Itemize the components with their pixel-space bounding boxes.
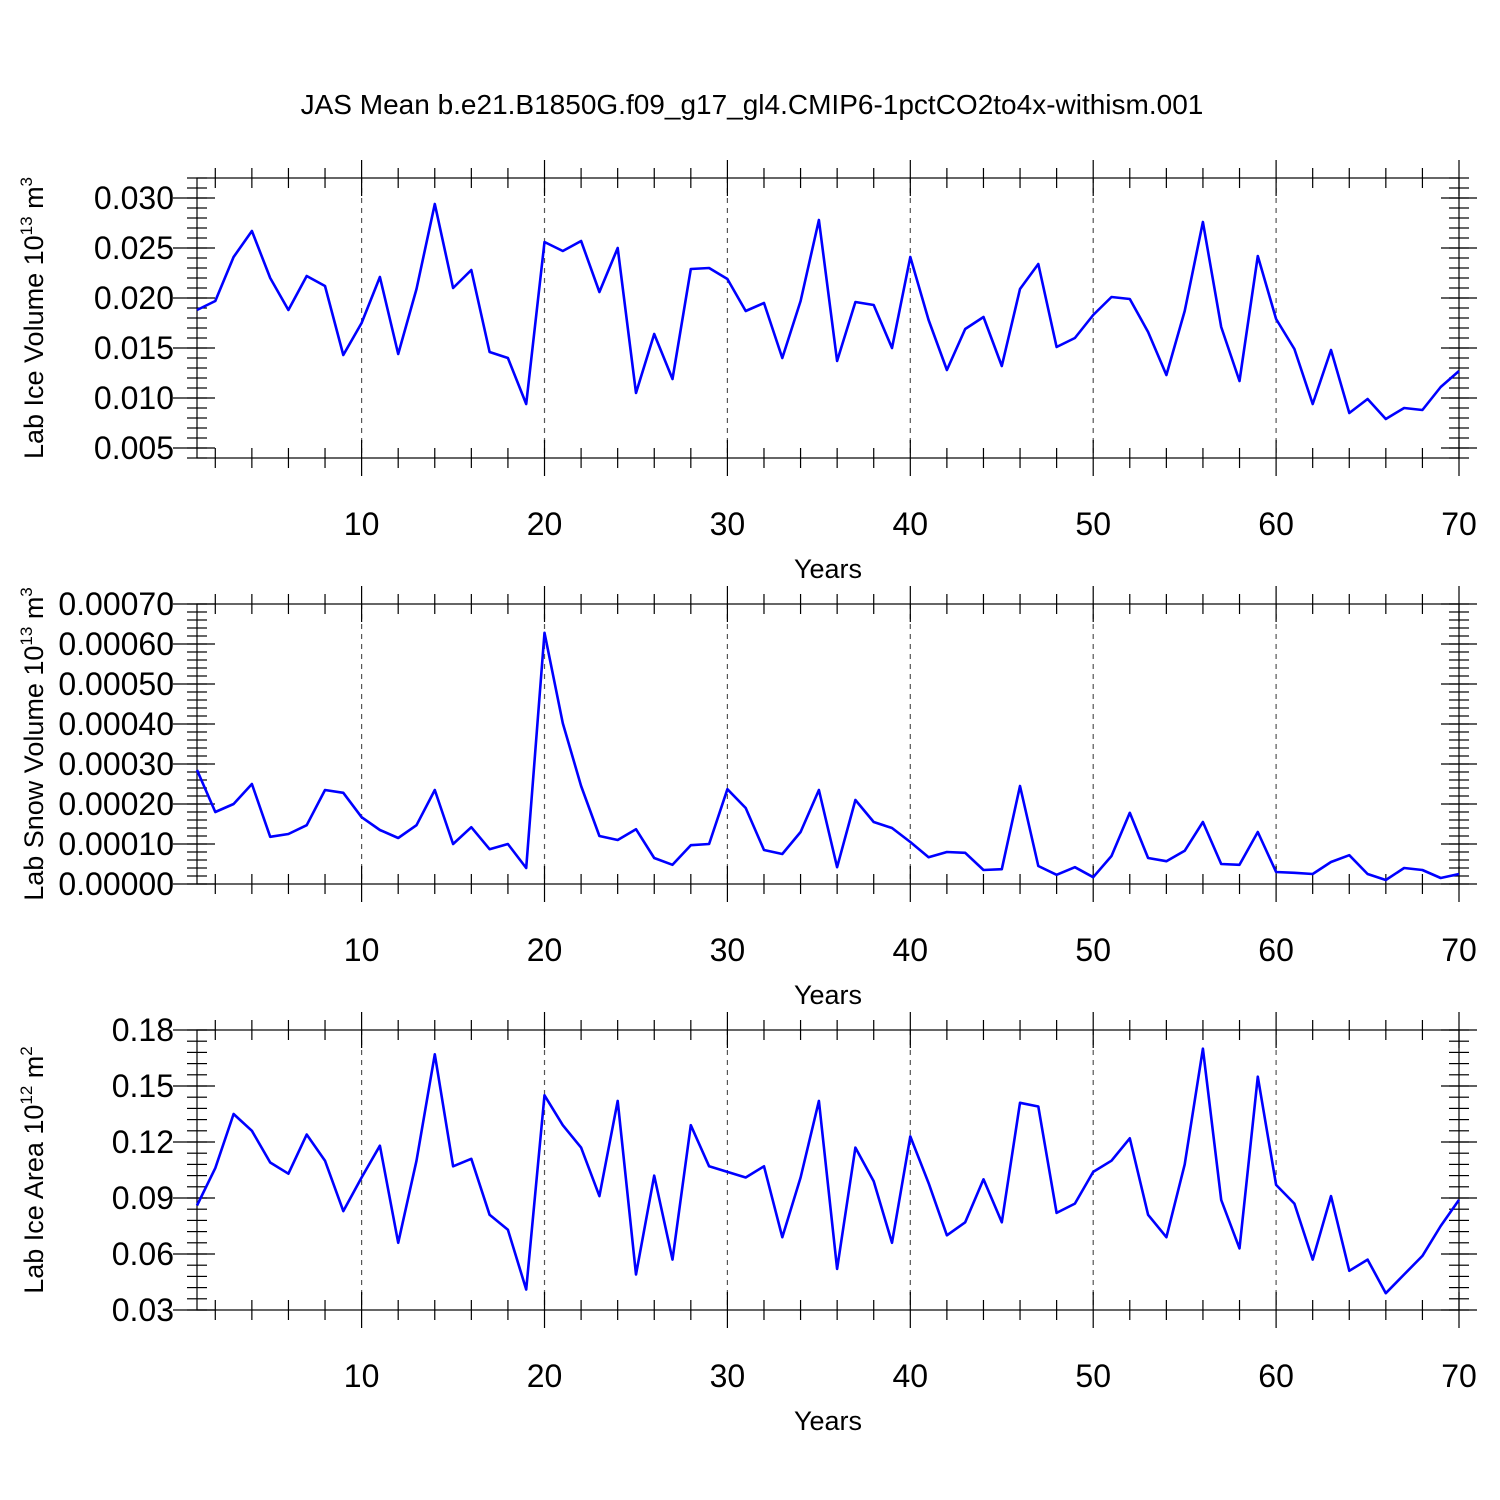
y-axis-label: Lab Ice Volume 1013 m3 — [17, 177, 49, 459]
y-axis-label-unit-exponent: 2 — [17, 1046, 36, 1055]
x-tick-label: 60 — [1258, 1358, 1294, 1394]
y-tick-label: 0.12 — [112, 1124, 174, 1160]
x-tick-label: 50 — [1075, 506, 1111, 542]
x-tick-label: 30 — [710, 1358, 746, 1394]
x-tick-label: 70 — [1441, 506, 1477, 542]
y-tick-label: 0.00050 — [58, 666, 174, 702]
y-tick-label: 0.00070 — [58, 586, 174, 622]
plot-frame — [196, 177, 1460, 459]
y-axis-label-exponent: 12 — [17, 1086, 36, 1105]
x-tick-label: 10 — [344, 1358, 380, 1394]
y-axis-label-unit: m — [19, 597, 49, 627]
x-tick-label: 30 — [710, 506, 746, 542]
x-tick-label: 70 — [1441, 1358, 1477, 1394]
plot-frame — [196, 1029, 1460, 1311]
y-axis-label-unit-exponent: 3 — [17, 587, 36, 596]
y-tick-label: 0.025 — [94, 230, 174, 266]
y-tick-label: 0.010 — [94, 380, 174, 416]
y-tick-label: 0.015 — [94, 330, 174, 366]
y-tick-label: 0.00000 — [58, 866, 174, 902]
x-tick-label: 60 — [1258, 506, 1294, 542]
y-axis-label-exponent: 13 — [17, 627, 36, 646]
x-axis-label: Years — [794, 554, 862, 584]
y-tick-label: 0.00030 — [58, 746, 174, 782]
x-axis-label: Years — [794, 980, 862, 1010]
y-axis-label-unit: m — [19, 1056, 49, 1086]
x-tick-label: 40 — [893, 1358, 929, 1394]
series-line — [195, 631, 1460, 882]
y-axis-label-text: Lab Ice Area 10 — [19, 1105, 49, 1294]
x-tick-label: 20 — [527, 506, 563, 542]
y-axis-label-unit: m — [19, 186, 49, 216]
panels: 0.005 0.010 0.015 0.020 0.025 0.030 10 20 30 40 50… — [17, 160, 1477, 1436]
y-tick-label: 0.15 — [112, 1068, 174, 1104]
y-axis-label-text: Lab Snow Volume 10 — [19, 646, 49, 901]
x-tick-label: 20 — [527, 932, 563, 968]
y-tick-label: 0.00040 — [58, 706, 174, 742]
y-tick-label: 0.03 — [112, 1292, 174, 1328]
y-axis-label: Lab Snow Volume 1013 m3 — [17, 587, 49, 901]
y-axis-label-text: Lab Ice Volume 10 — [19, 235, 49, 459]
series-line — [195, 1047, 1461, 1295]
y-axis-label-unit-exponent: 3 — [17, 177, 36, 186]
x-tick-label: 10 — [344, 932, 380, 968]
y-tick-label: 0.09 — [112, 1180, 174, 1216]
panel-1: 0.005 0.010 0.015 0.020 0.025 0.030 10 20 30 40 50… — [17, 160, 1477, 584]
x-tick-label: 50 — [1075, 932, 1111, 968]
y-tick-label: 0.00010 — [58, 826, 174, 862]
y-axis-label-exponent: 13 — [17, 216, 36, 235]
x-tick-label: 20 — [527, 1358, 563, 1394]
y-axis-label: Lab Ice Area 1012 m2 — [17, 1046, 49, 1294]
x-tick-label: 10 — [344, 506, 380, 542]
y-tick-label: 0.005 — [94, 430, 174, 466]
x-tick-label: 60 — [1258, 932, 1294, 968]
x-tick-label: 40 — [893, 932, 929, 968]
panel-2: 0.00000 0.00010 0.00020 0.00030 0.00040 0.000… — [17, 586, 1477, 1010]
plot-frame — [196, 603, 1460, 885]
y-tick-label: 0.00060 — [58, 626, 174, 662]
x-axis-label: Years — [794, 1406, 862, 1436]
y-tick-label: 0.020 — [94, 280, 174, 316]
x-tick-label: 40 — [893, 506, 929, 542]
x-tick-label: 30 — [710, 932, 746, 968]
series-line — [196, 202, 1460, 421]
x-tick-label: 50 — [1075, 1358, 1111, 1394]
y-tick-label: 0.030 — [94, 180, 174, 216]
y-tick-label: 0.00020 — [58, 786, 174, 822]
panel-3: 0.03 0.06 0.09 0.12 0.15 0.18 10 20 30 40 50 60 70 Ye… — [17, 1012, 1477, 1436]
x-tick-label: 70 — [1441, 932, 1477, 968]
chart-title: JAS Mean b.e21.B1850G.f09_g17_gl4.CMIP6-… — [301, 89, 1204, 120]
y-tick-label: 0.18 — [112, 1012, 174, 1048]
y-tick-label: 0.06 — [112, 1236, 174, 1272]
